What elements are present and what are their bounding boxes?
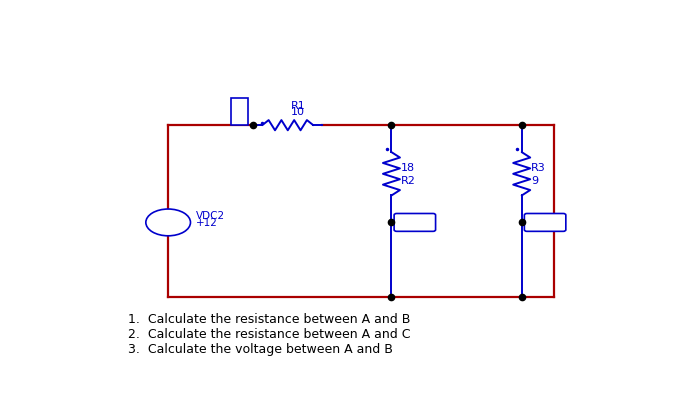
Text: B: B [411,218,419,228]
Text: +12: +12 [196,218,217,228]
Text: 10: 10 [290,107,305,117]
Circle shape [146,209,191,236]
FancyBboxPatch shape [394,214,436,232]
Text: 3.  Calculate the voltage between A and B: 3. Calculate the voltage between A and B [128,342,393,356]
Text: 18: 18 [401,163,415,173]
FancyBboxPatch shape [524,214,566,232]
Text: VDC2: VDC2 [196,211,225,221]
Text: +: + [163,213,174,225]
Bar [231,99,248,126]
Text: 1.  Calculate the resistance between A and B: 1. Calculate the resistance between A an… [128,312,411,325]
Text: R3: R3 [531,163,546,173]
Text: A: A [235,107,244,117]
Text: 2.  Calculate the resistance between A and C: 2. Calculate the resistance between A an… [128,327,411,340]
Text: C: C [541,218,549,228]
Text: 9: 9 [531,176,539,186]
Text: R2: R2 [401,176,416,186]
Text: R1: R1 [290,101,305,111]
